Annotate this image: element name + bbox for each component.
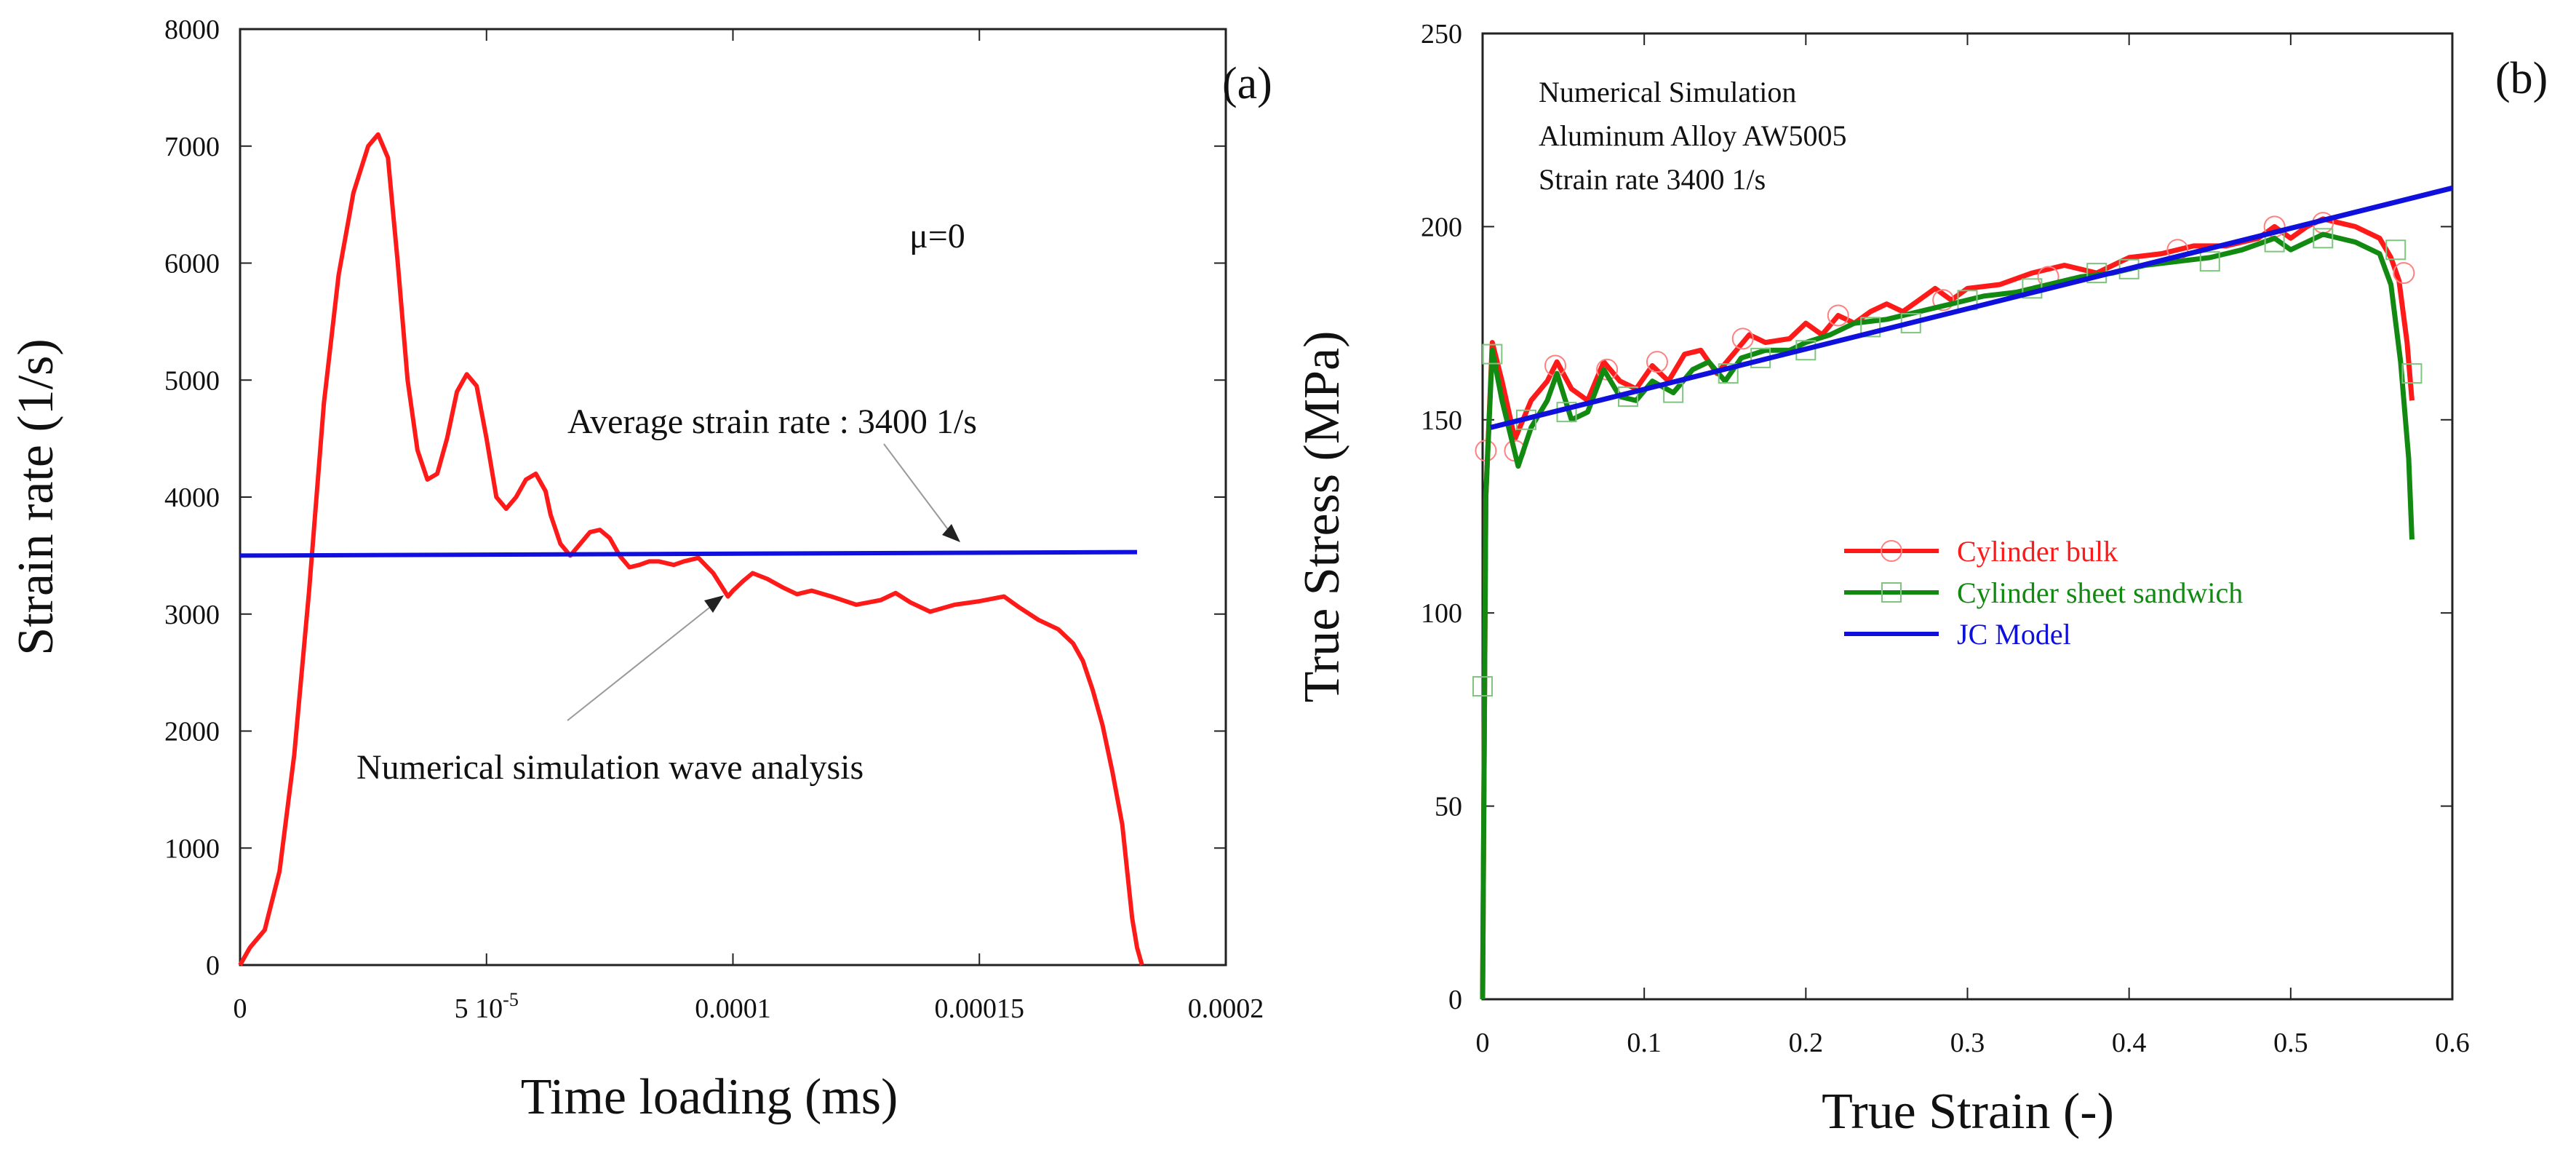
y-tick-label-a-7: 7000	[164, 132, 220, 162]
x-tick-label-a-0: 0	[234, 993, 247, 1024]
info-line-2: Aluminum Alloy AW5005	[1539, 119, 1846, 152]
y-tick-label-a-0: 0	[206, 950, 220, 981]
y-axis-title-b: True Stress (MPa)	[1294, 331, 1350, 703]
average-arrow-head	[942, 524, 960, 542]
y-tick-label-b-5: 250	[1421, 19, 1462, 49]
marker-b-1-6	[1718, 363, 1739, 384]
y-tick-label-a-3: 3000	[164, 600, 220, 630]
marker-b-0-6	[1827, 304, 1849, 327]
average-strain-rate-label: Average strain rate : 3400 1/s	[567, 402, 977, 441]
y-axis-title-a: Strain rate (1/s)	[8, 338, 64, 655]
marker-b-0-5	[1731, 328, 1754, 350]
y-tick-label-b-2: 100	[1421, 598, 1462, 629]
y-tick-label-a-8: 8000	[164, 15, 220, 45]
x-tick-label-b-2: 0.2	[1789, 1028, 1824, 1058]
x-tick-label-a-1: 5 10-5	[455, 989, 519, 1024]
x-tick-label-a-4: 0.0002	[1188, 993, 1264, 1024]
x-tick-label-a-3: 0.00015	[935, 993, 1025, 1024]
marker-b-1-15	[2199, 251, 2220, 272]
chart-panel-a: 0 5 10-5 0.0001 0.00015 0.0002 0 1000 2000 3000 4…	[8, 15, 1272, 1125]
marker-b-1-1	[1482, 344, 1503, 365]
series-line-b-jc-model	[1490, 185, 2453, 430]
series-line-b-cylinder-bulk	[1480, 216, 2414, 1000]
x-tick-label-b-3: 0.3	[1950, 1028, 1985, 1058]
marker-b-1-19	[2401, 363, 2423, 384]
x-tick-label-a-2: 0.0001	[695, 993, 771, 1024]
marker-b-1-9	[1860, 317, 1881, 338]
marker-b-0-4	[1646, 351, 1668, 373]
legend-marker-cylinder-sheet-sandwich	[1881, 582, 1902, 603]
marker-b-1-17	[2313, 228, 2334, 249]
x-axis-title-a: Time loading (ms)	[521, 1069, 898, 1125]
info-line-3: Strain rate 3400 1/s	[1539, 163, 1766, 196]
x-tick-label-b-6: 0.6	[2435, 1028, 2470, 1058]
legend-marker-cylinder-bulk	[1881, 540, 1902, 562]
mu-annotation: μ=0	[909, 217, 965, 255]
y-tick-label-a-5: 5000	[164, 365, 220, 396]
x-tick-label-b-0: 0	[1476, 1028, 1490, 1058]
panel-label-b: (b)	[2495, 54, 2548, 103]
x-tick-label-b-5: 0.5	[2273, 1028, 2308, 1058]
y-tick-label-a-4: 4000	[164, 483, 220, 513]
legend: Cylinder bulk Cylinder sheet sandwich JC…	[1844, 535, 2243, 651]
y-tick-label-b-1: 50	[1435, 792, 1462, 822]
legend-label-jc-model: JC Model	[1957, 618, 2071, 651]
average-arrow-line	[883, 443, 950, 532]
y-tick-label-b-4: 200	[1421, 212, 1462, 242]
x-axis-title-b: True Strain (-)	[1822, 1084, 2114, 1140]
legend-label-cylinder-bulk: Cylinder bulk	[1957, 535, 2118, 568]
wave-arrow-line	[567, 607, 710, 721]
y-tick-label-a-2: 2000	[164, 717, 220, 747]
series-line-a-numerical-simulation-wave-analysis	[238, 132, 1144, 967]
series-line-b-cylinder-sheet-sandwich	[1480, 231, 2414, 1000]
y-tick-label-b-0: 0	[1448, 985, 1462, 1015]
series-line-a-average-strain-rate-3400-1-s	[239, 549, 1138, 558]
y-tick-label-b-3: 150	[1421, 405, 1462, 436]
x-tick-label-b-4: 0.4	[2112, 1028, 2147, 1058]
x-tick-label-b-1: 0.1	[1627, 1028, 1662, 1058]
wave-analysis-label: Numerical simulation wave analysis	[356, 748, 864, 787]
marker-b-0-12	[2393, 262, 2415, 285]
info-line-1: Numerical Simulation	[1539, 76, 1796, 108]
legend-label-cylinder-sheet-sandwich: Cylinder sheet sandwich	[1957, 576, 2243, 609]
wave-arrow-head	[704, 595, 724, 613]
marker-b-1-0	[1472, 676, 1493, 697]
marker-b-1-18	[2385, 239, 2406, 261]
panel-label-a: (a)	[1222, 59, 1272, 108]
x-tick-exponent-a-1: -5	[503, 989, 519, 1010]
chart-panel-b: 0 0.1 0.2 0.3 0.4 0.5 0.6 0 50 100 150 200 250 True …	[1294, 19, 2548, 1140]
y-tick-label-a-6: 6000	[164, 249, 220, 279]
marker-b-0-7	[1932, 289, 1955, 311]
y-tick-label-a-1: 1000	[164, 833, 220, 864]
